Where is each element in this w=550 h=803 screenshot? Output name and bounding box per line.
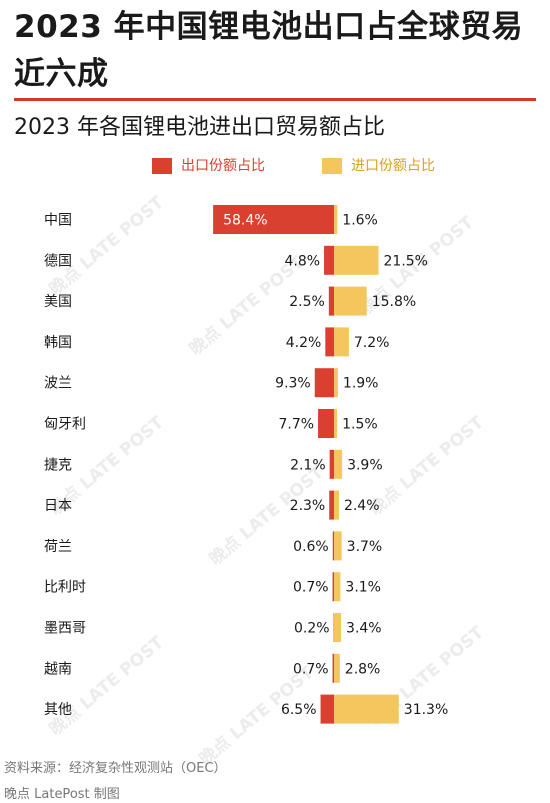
category-label: 日本 [44,498,72,514]
export-value-label: 2.3% [290,498,326,514]
export-value-label: 58.4% [223,213,267,229]
import-value-label: 1.9% [343,376,379,392]
import-value-label: 3.1% [345,580,381,596]
export-value-label: 0.2% [294,621,330,637]
import-value-label: 2.4% [344,498,380,514]
export-value-label: 0.6% [293,539,329,555]
export-bar [329,490,334,520]
import-value-label: 3.7% [347,539,383,555]
export-bar [320,694,334,724]
export-bar [325,327,334,357]
import-bar [334,613,342,642]
import-value-label: 31.3% [404,702,448,718]
export-value-label: 0.7% [293,580,329,596]
credit-note: 晚点 LatePost 制图 [4,787,120,802]
import-value-label: 15.8% [372,294,416,310]
import-bar [334,653,340,683]
export-value-label: 2.1% [290,457,326,473]
legend-swatch-import [322,158,342,174]
import-value-label: 3.9% [347,457,383,473]
import-bar [334,572,341,602]
export-bar [213,205,334,234]
source-note: 资料来源：经济复杂性观测站（OEC） [4,761,227,776]
category-label: 荷兰 [44,539,72,555]
category-label: 中国 [44,213,72,229]
import-bar [334,327,349,357]
category-label: 越南 [44,661,72,677]
import-bar [334,490,339,520]
category-label: 比利时 [44,580,86,596]
title-divider [14,98,536,101]
watermark-text: 晚点 LATE POST [45,632,168,740]
export-bar [314,368,334,398]
import-value-label: 3.4% [346,621,382,637]
import-value-label: 7.2% [354,335,390,351]
import-bar [334,694,399,724]
export-bar [318,409,334,438]
import-bar [334,286,367,316]
category-label: 波兰 [44,376,72,392]
export-bar [324,245,334,275]
category-label: 德国 [44,253,72,269]
legend-label-export: 出口份额占比 [181,158,265,174]
import-bar [334,449,343,479]
export-bar [329,449,334,479]
export-bar [328,286,334,316]
category-label: 美国 [44,294,72,310]
export-value-label: 0.7% [293,661,329,677]
chart-legend: 出口份额占比 进口份额占比 [0,156,550,180]
import-value-label: 2.8% [345,661,381,677]
export-value-label: 4.2% [286,335,322,351]
export-bar [332,653,334,683]
export-value-label: 6.5% [281,702,317,718]
chart-subtitle: 2023 年各国锂电池进出口贸易额占比 [14,115,385,140]
import-value-label: 21.5% [384,253,428,269]
watermark-text: 晚点 LATE POST [365,412,488,520]
import-bar [334,409,338,438]
export-value-label: 2.5% [289,294,325,310]
export-value-label: 4.8% [284,253,320,269]
category-label: 捷克 [44,457,72,473]
category-label: 其他 [44,702,72,718]
legend-swatch-export [152,158,172,174]
watermark-text: 晚点 LATE POST [45,192,168,300]
category-label: 韩国 [44,335,72,351]
import-value-label: 1.6% [342,213,378,229]
page-title: 2023 年中国锂电池出口占全球贸易近六成 [14,9,524,92]
import-bar [334,531,342,561]
category-label: 匈牙利 [44,417,86,433]
import-bar [334,368,338,398]
export-bar [332,531,334,561]
category-label: 墨西哥 [44,621,86,637]
export-value-label: 7.7% [278,417,314,433]
legend-label-import: 进口份额占比 [351,158,435,174]
import-bar [334,245,379,275]
export-value-label: 9.3% [275,376,311,392]
import-value-label: 1.5% [342,417,378,433]
import-bar [334,205,338,234]
export-bar [332,572,334,602]
